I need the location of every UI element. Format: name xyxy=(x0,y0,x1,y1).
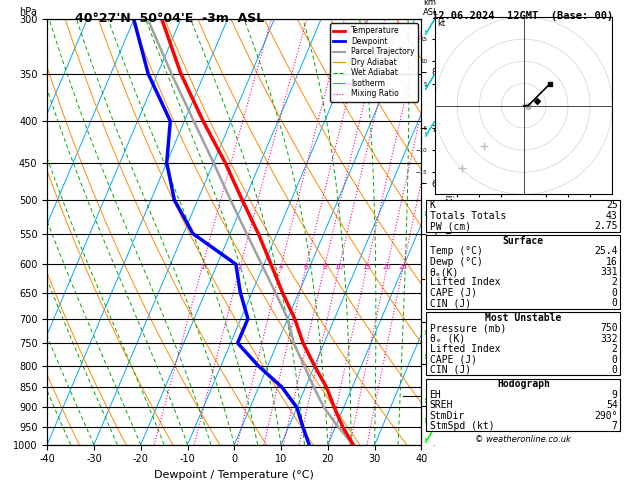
Text: km
ASL: km ASL xyxy=(423,0,439,17)
Text: 1: 1 xyxy=(200,264,204,270)
Text: 9: 9 xyxy=(612,390,618,400)
Y-axis label: Mixing Ratio (g/kg): Mixing Ratio (g/kg) xyxy=(443,186,453,278)
Text: 0: 0 xyxy=(612,288,618,298)
Text: 10: 10 xyxy=(335,264,343,270)
Text: CIN (J): CIN (J) xyxy=(430,365,470,375)
Text: 2: 2 xyxy=(612,278,618,288)
Text: 0: 0 xyxy=(612,354,618,364)
Text: 40°27'N  50°04'E  -3m  ASL: 40°27'N 50°04'E -3m ASL xyxy=(75,12,265,25)
Text: 15: 15 xyxy=(362,264,371,270)
Text: θₑ(K): θₑ(K) xyxy=(430,267,459,277)
Text: Most Unstable: Most Unstable xyxy=(485,312,562,323)
Text: StmSpd (kt): StmSpd (kt) xyxy=(430,421,494,431)
Text: 16: 16 xyxy=(606,257,618,267)
Text: 7: 7 xyxy=(612,421,618,431)
Text: 4: 4 xyxy=(279,264,283,270)
Text: 8: 8 xyxy=(322,264,326,270)
Text: K: K xyxy=(430,200,435,210)
Text: LCL: LCL xyxy=(425,391,440,400)
Text: Lifted Index: Lifted Index xyxy=(430,344,500,354)
Text: 2: 2 xyxy=(612,344,618,354)
Text: 12.06.2024  12GMT  (Base: 00): 12.06.2024 12GMT (Base: 00) xyxy=(432,11,613,21)
Text: 332: 332 xyxy=(600,333,618,344)
Text: CAPE (J): CAPE (J) xyxy=(430,354,477,364)
Text: SREH: SREH xyxy=(430,400,453,410)
Text: kt: kt xyxy=(437,19,445,28)
Text: 6: 6 xyxy=(304,264,308,270)
Text: Hodograph: Hodograph xyxy=(497,379,550,389)
Text: hPa: hPa xyxy=(19,7,37,17)
Text: 0: 0 xyxy=(612,298,618,309)
Text: 25.4: 25.4 xyxy=(594,246,618,256)
Text: 331: 331 xyxy=(600,267,618,277)
Text: 25: 25 xyxy=(399,264,408,270)
Text: PW (cm): PW (cm) xyxy=(430,221,470,231)
Text: Totals Totals: Totals Totals xyxy=(430,211,506,221)
Text: 43: 43 xyxy=(606,211,618,221)
Text: 2.75: 2.75 xyxy=(594,221,618,231)
Text: Pressure (mb): Pressure (mb) xyxy=(430,323,506,333)
Text: 2: 2 xyxy=(238,264,242,270)
Text: 54: 54 xyxy=(606,400,618,410)
Text: StmDir: StmDir xyxy=(430,411,465,421)
Text: Dewp (°C): Dewp (°C) xyxy=(430,257,482,267)
Text: 290°: 290° xyxy=(594,411,618,421)
Text: EH: EH xyxy=(430,390,442,400)
Text: 750: 750 xyxy=(600,323,618,333)
Text: Lifted Index: Lifted Index xyxy=(430,278,500,288)
X-axis label: Dewpoint / Temperature (°C): Dewpoint / Temperature (°C) xyxy=(154,470,314,480)
Text: Temp (°C): Temp (°C) xyxy=(430,246,482,256)
Text: 20: 20 xyxy=(382,264,391,270)
Text: CAPE (J): CAPE (J) xyxy=(430,288,477,298)
Text: 25: 25 xyxy=(606,200,618,210)
Text: θₑ (K): θₑ (K) xyxy=(430,333,465,344)
Text: Surface: Surface xyxy=(503,236,544,246)
Legend: Temperature, Dewpoint, Parcel Trajectory, Dry Adiabat, Wet Adiabat, Isotherm, Mi: Temperature, Dewpoint, Parcel Trajectory… xyxy=(330,23,418,102)
Text: CIN (J): CIN (J) xyxy=(430,298,470,309)
Text: 0: 0 xyxy=(612,365,618,375)
Text: © weatheronline.co.uk: © weatheronline.co.uk xyxy=(476,435,571,444)
